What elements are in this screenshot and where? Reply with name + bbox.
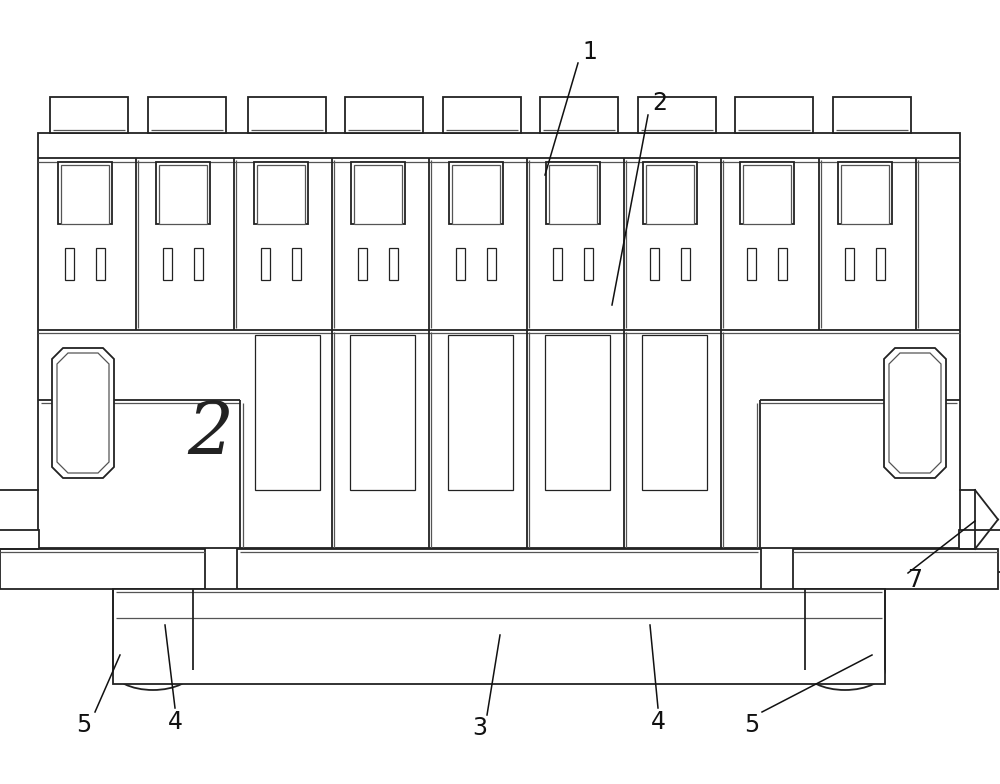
Bar: [793, 549, 998, 589]
Bar: [237, 549, 761, 589]
Bar: [553, 248, 562, 280]
Bar: [650, 248, 659, 280]
Bar: [351, 162, 405, 224]
Bar: [194, 248, 203, 280]
Bar: [257, 165, 305, 224]
Bar: [841, 165, 889, 224]
Bar: [643, 162, 697, 224]
Polygon shape: [889, 353, 941, 473]
Bar: [546, 162, 600, 224]
Bar: [735, 97, 813, 133]
Bar: [159, 165, 207, 224]
Text: 7: 7: [908, 568, 922, 592]
Bar: [638, 97, 716, 133]
Bar: [0, 549, 205, 589]
Bar: [681, 248, 690, 280]
Bar: [163, 248, 172, 280]
Text: 4: 4: [650, 710, 666, 734]
Polygon shape: [884, 348, 946, 478]
Text: 5: 5: [744, 713, 760, 737]
Bar: [642, 335, 707, 490]
Bar: [646, 165, 694, 224]
Text: 2: 2: [187, 400, 233, 470]
Bar: [540, 97, 618, 133]
Polygon shape: [52, 348, 114, 478]
Bar: [248, 97, 326, 133]
Bar: [452, 165, 500, 224]
Bar: [50, 97, 128, 133]
Bar: [61, 165, 109, 224]
Bar: [156, 162, 210, 224]
Bar: [261, 248, 270, 280]
Bar: [65, 248, 74, 280]
Bar: [350, 335, 415, 490]
Bar: [354, 165, 402, 224]
Bar: [358, 248, 367, 280]
Bar: [448, 335, 513, 490]
Bar: [345, 97, 423, 133]
Bar: [487, 248, 496, 280]
Text: 4: 4: [168, 710, 182, 734]
Polygon shape: [57, 353, 109, 473]
Bar: [876, 248, 885, 280]
Bar: [113, 589, 885, 684]
Bar: [38, 133, 960, 548]
Bar: [96, 248, 105, 280]
Bar: [255, 335, 320, 490]
Bar: [443, 97, 521, 133]
Text: 2: 2: [652, 91, 668, 115]
Bar: [456, 248, 465, 280]
Text: 3: 3: [473, 716, 488, 740]
Bar: [747, 248, 756, 280]
Bar: [743, 165, 791, 224]
Bar: [778, 248, 787, 280]
Bar: [959, 530, 1000, 572]
Bar: [0, 530, 39, 572]
Text: 1: 1: [583, 40, 597, 64]
Bar: [545, 335, 610, 490]
Bar: [254, 162, 308, 224]
Bar: [58, 162, 112, 224]
Bar: [838, 162, 892, 224]
Bar: [549, 165, 597, 224]
Bar: [845, 248, 854, 280]
Bar: [389, 248, 398, 280]
Bar: [740, 162, 794, 224]
Bar: [292, 248, 301, 280]
Bar: [833, 97, 911, 133]
Bar: [584, 248, 593, 280]
Bar: [148, 97, 226, 133]
Bar: [449, 162, 503, 224]
Text: 5: 5: [76, 713, 92, 737]
